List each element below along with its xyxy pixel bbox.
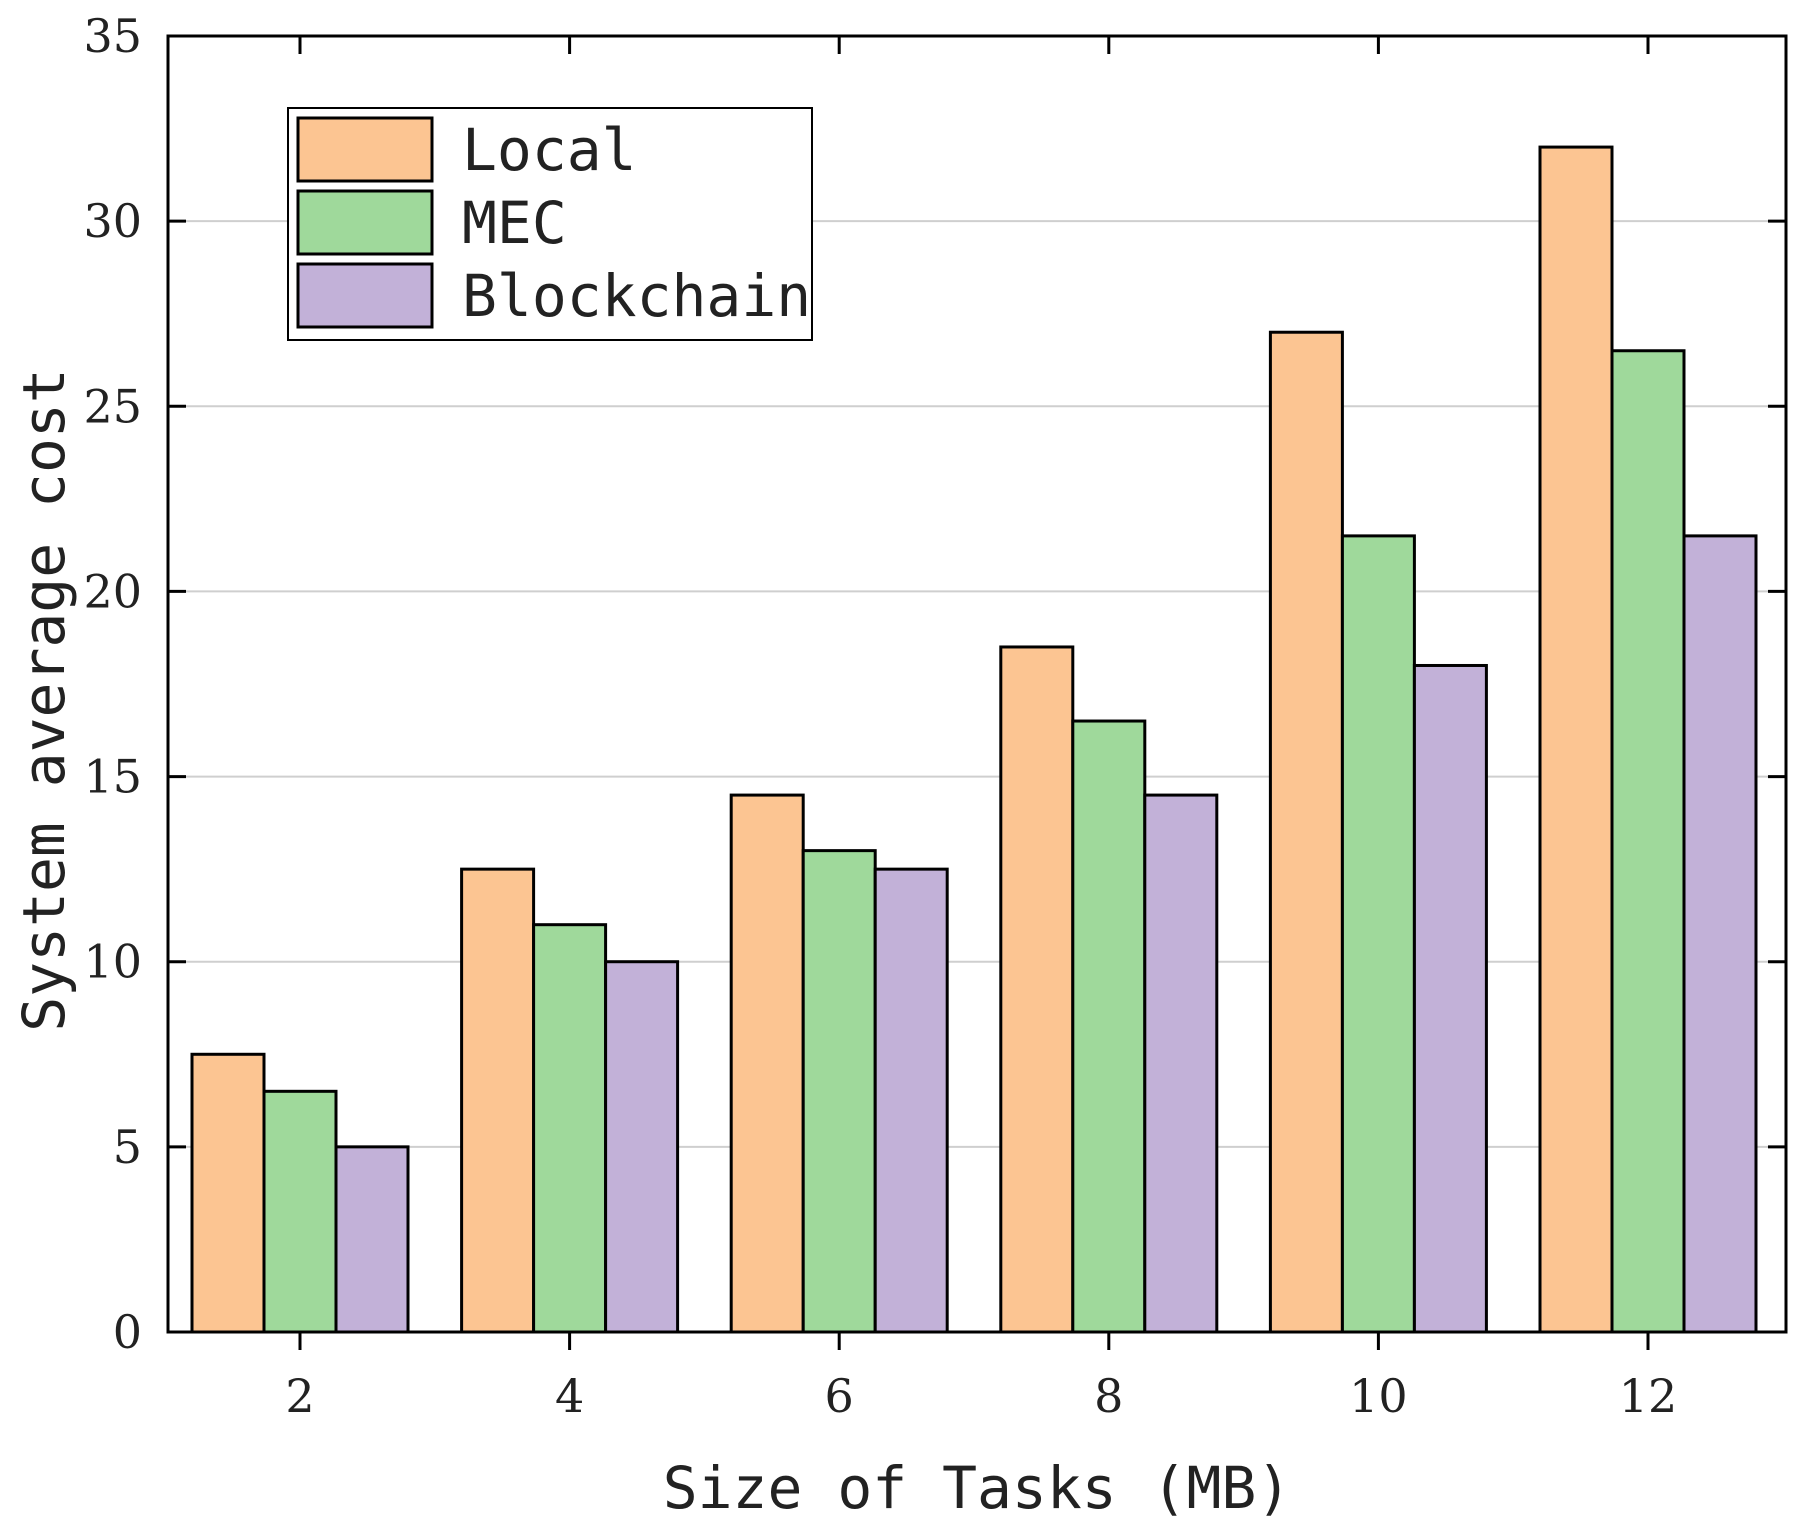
legend-label-local: Local [462, 116, 637, 184]
bar-mec-10 [1340, 534, 1416, 1334]
bar-mec-8 [1071, 719, 1147, 1334]
bar-local-8 [999, 645, 1075, 1334]
bar-blockchain-6 [873, 867, 949, 1334]
y-tick-label: 15 [83, 750, 142, 804]
legend-swatch-blockchain [296, 262, 434, 329]
y-tick-label: 20 [83, 564, 142, 618]
bar-mec-2 [262, 1089, 338, 1334]
legend-swatch-local [296, 116, 434, 183]
bar-blockchain-12 [1682, 534, 1758, 1334]
y-tick-label: 10 [83, 935, 142, 989]
x-tick-label: 12 [1619, 1369, 1678, 1423]
y-tick-label: 35 [83, 9, 142, 63]
axis-ticks [168, 34, 1786, 1350]
tick-labels: 0 5 10 15 20 25 30 35 2 4 6 8 10 12 [83, 9, 1677, 1423]
bars [190, 145, 1758, 1334]
y-tick-label: 25 [83, 379, 142, 433]
bar-blockchain-2 [334, 1145, 410, 1334]
y-tick-label: 30 [83, 194, 142, 248]
legend-label-mec: MEC [462, 189, 567, 257]
x-axis-title: Size of Tasks (MB) [663, 1454, 1292, 1522]
y-tick-label: 0 [113, 1305, 142, 1359]
bar-blockchain-4 [604, 960, 680, 1334]
plot-frame [166, 34, 1788, 1334]
bar-mec-4 [532, 923, 608, 1334]
bar-local-2 [190, 1052, 266, 1334]
x-tick-label: 6 [825, 1369, 854, 1423]
bar-mec-6 [801, 849, 877, 1334]
x-tick-label: 4 [555, 1369, 584, 1423]
y-axis-title: System average cost [10, 368, 78, 1031]
x-tick-label: 2 [285, 1369, 314, 1423]
x-tick-label: 8 [1094, 1369, 1123, 1423]
bar-local-10 [1268, 330, 1344, 1334]
bar-mec-12 [1610, 349, 1686, 1334]
bar-local-4 [460, 867, 536, 1334]
gridlines [168, 220, 1786, 1148]
legend-label-blockchain: Blockchain [462, 262, 811, 330]
legend-swatch-mec [296, 189, 434, 256]
x-tick-label: 10 [1349, 1369, 1408, 1423]
y-tick-label: 5 [113, 1120, 142, 1174]
bar-blockchain-8 [1143, 793, 1219, 1334]
bar-blockchain-10 [1412, 663, 1488, 1334]
bar-local-6 [729, 793, 805, 1334]
bar-local-12 [1538, 145, 1614, 1334]
